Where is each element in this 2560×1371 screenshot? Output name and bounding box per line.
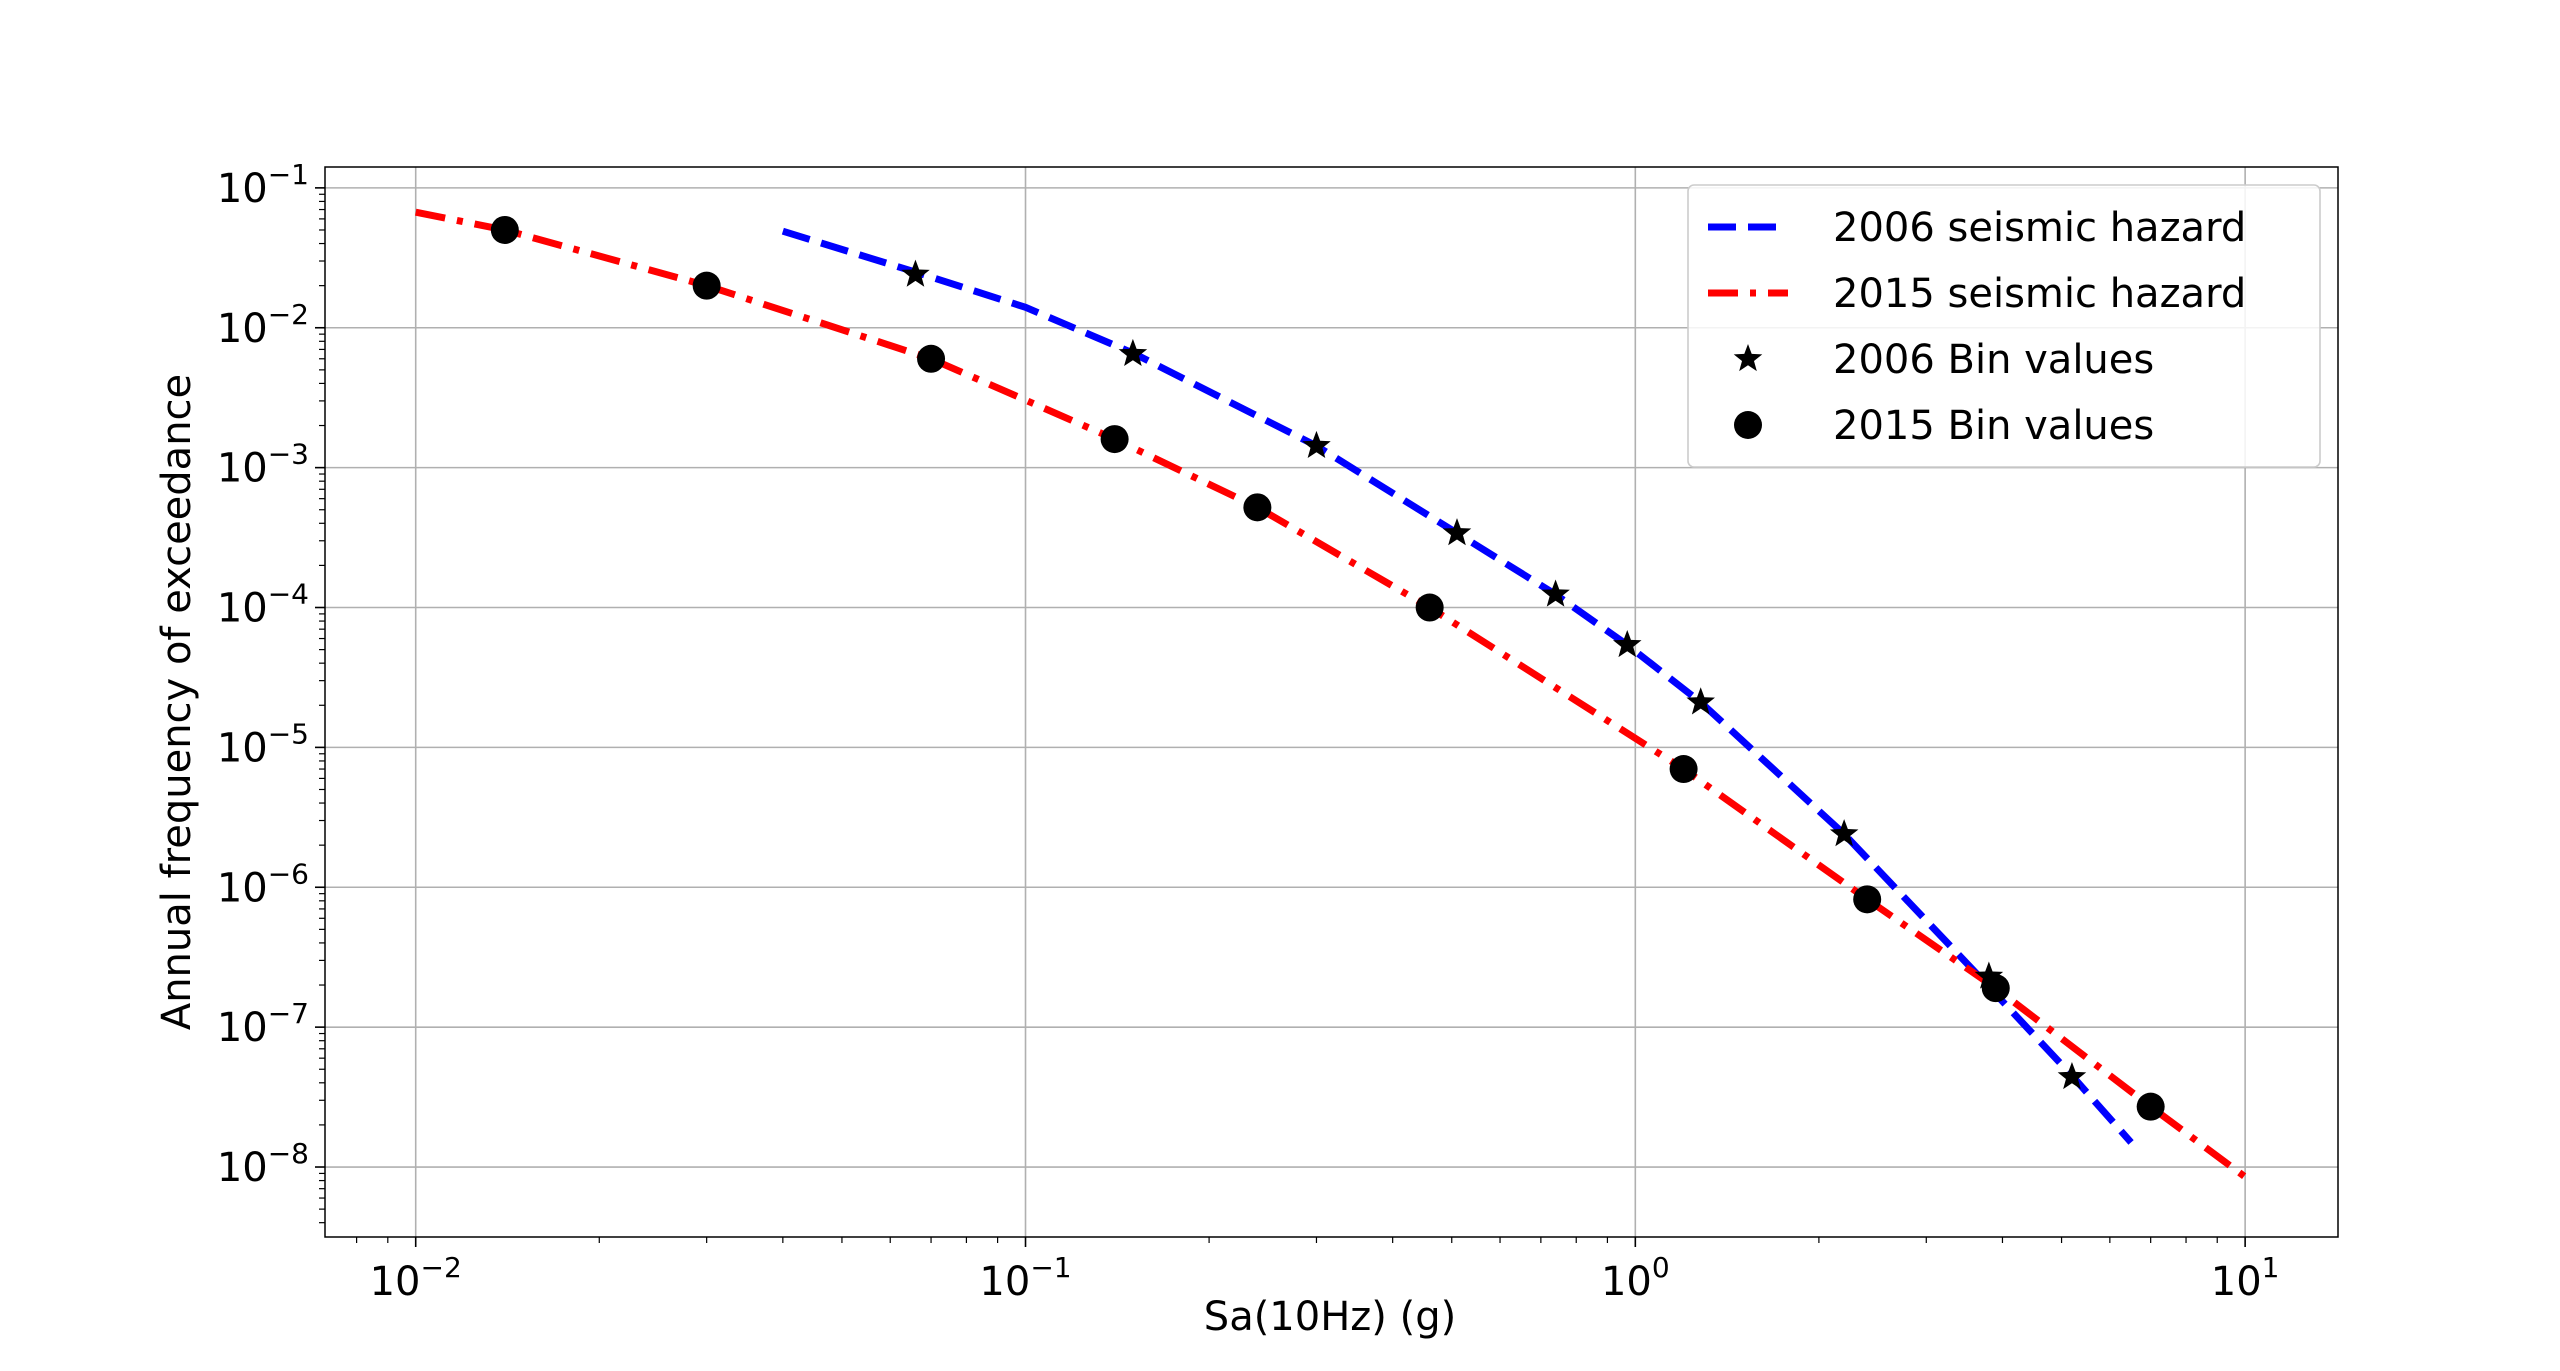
point-2006-bin-values [1541, 579, 1570, 607]
point-2015-bin-values [490, 215, 519, 244]
point-2006-bin-values [1974, 961, 2004, 989]
legend-swatch-2015-bin-values [1734, 411, 1762, 439]
point-2006-bin-values [2057, 1062, 2087, 1090]
point-2006-bin-values [1612, 629, 1642, 658]
legend-label-2006-seismic-hazard: 2006 seismic hazard [1833, 205, 2246, 251]
legend-label-2015-bin-values: 2015 Bin values [1833, 403, 2154, 449]
x-axis-title: Sa(10Hz) (g) [1204, 1294, 1456, 1340]
x-tick-label: 100 [1601, 1251, 1670, 1305]
y-tick-label: 10−8 [217, 1137, 309, 1191]
point-2015-bin-values [1981, 974, 2010, 1003]
point-2006-bin-values [901, 259, 930, 287]
tick-marks: 10−2 10−1 100 101 10−1 10−2 10−3 10−4 10−5 10−6 10… [217, 158, 2280, 1305]
point-2006-bin-values [1829, 819, 1859, 847]
point-2015-bin-values [692, 271, 721, 300]
point-2015-bin-values [1415, 593, 1444, 622]
legend-box [1687, 184, 2321, 468]
y-axis-title: Annual frequency of exceedance [154, 374, 200, 1030]
plot-frame [324, 166, 2339, 1238]
y-tick-label: 10−4 [217, 578, 309, 632]
y-tick-label: 10−1 [217, 158, 309, 212]
y-tick-label: 10−7 [217, 997, 309, 1051]
point-2015-bin-values [1243, 493, 1272, 522]
series-layer [415, 208, 2248, 1180]
point-2015-bin-values [1100, 425, 1129, 454]
point-2006-bin-values [1686, 687, 1715, 715]
point-2015-bin-values [2136, 1092, 2165, 1121]
point-2015-bin-values [917, 344, 946, 373]
x-tick-label: 10−1 [979, 1251, 1071, 1305]
grid [325, 167, 2338, 1237]
legend-label-2006-bin-values: 2006 Bin values [1833, 337, 2154, 383]
y-tick-label: 10−3 [217, 438, 309, 492]
point-2015-bin-values [1853, 885, 1882, 914]
point-2015-bin-values [1669, 755, 1698, 784]
series-line-2015-seismic-hazard [415, 208, 2248, 1180]
legend: 2006 seismic hazard 2015 seismic hazard 20… [1687, 184, 2321, 468]
y-tick-label: 10−2 [217, 298, 309, 352]
legend-swatch-2006-bin-values [1733, 344, 1763, 372]
legend-label-2015-seismic-hazard: 2015 seismic hazard [1833, 271, 2246, 317]
x-tick-label: 10−2 [370, 1251, 462, 1305]
y-tick-label: 10−5 [217, 717, 309, 771]
y-tick-label: 10−6 [217, 857, 309, 911]
point-2006-bin-values [1118, 338, 1148, 367]
point-2006-bin-values [1442, 518, 1472, 546]
point-2006-bin-values [1302, 430, 1331, 459]
x-tick-label: 101 [2211, 1251, 2280, 1305]
